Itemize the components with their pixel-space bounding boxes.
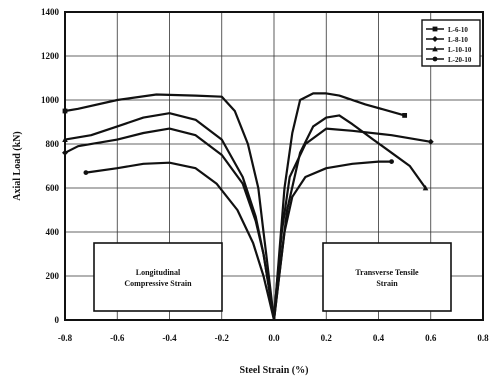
series-point [432, 36, 438, 42]
x-tick-label: 0.6 [425, 333, 437, 343]
series-line-transverse [272, 114, 427, 321]
y-tick-label: 200 [46, 271, 60, 281]
x-tick-label: -0.6 [110, 333, 125, 343]
series-line-longitudinal [64, 112, 276, 321]
series-point [432, 26, 438, 32]
legend-entry: L-20-10 [426, 56, 472, 64]
y-tick-label: 1200 [41, 51, 60, 61]
annotation-frame [322, 242, 452, 312]
annotation-text: Compressive Strain [124, 279, 192, 288]
annotation-frame [93, 242, 223, 312]
y-tick-label: 0 [55, 315, 60, 325]
legend-entry: L-6-10 [426, 26, 468, 34]
x-tick-label: -0.4 [162, 333, 177, 343]
x-tick-label: 0.4 [373, 333, 385, 343]
y-tick-label: 800 [46, 139, 60, 149]
legend: L-6-10 L-8-10 L-10-10 L-20-10 [421, 19, 481, 67]
annotation-text: Longitudinal [136, 268, 181, 277]
y-axis-title: Axial Load (kN) [12, 131, 23, 200]
legend-entry: L-8-10 [426, 36, 468, 44]
y-tick-label: 1400 [41, 7, 60, 17]
series-point [432, 56, 438, 62]
series-l-20-10 [83, 159, 394, 321]
series-lines [62, 92, 434, 321]
series-l-10-10 [62, 112, 429, 321]
x-tick-labels: -0.8 -0.6 -0.4 -0.2 0.0 0.2 0.4 0.6 0.8 [58, 333, 489, 343]
x-axis-title: Steel Strain (%) [240, 365, 309, 376]
series-line-transverse [272, 160, 392, 321]
legend-label: L-10-10 [448, 46, 472, 54]
series-point [427, 138, 434, 145]
y-tick-labels: 0 200 400 600 800 1000 1200 1400 [41, 7, 60, 325]
annotation-text: Strain [376, 279, 398, 288]
x-tick-label: 0.0 [268, 333, 280, 343]
y-tick-label: 400 [46, 227, 60, 237]
series-point [402, 113, 408, 118]
y-tick-label: 1000 [41, 95, 60, 105]
x-tick-label: 0.2 [321, 333, 333, 343]
annotations: Longitudinal Compressive Strain Transverse… [93, 242, 452, 312]
legend-label: L-20-10 [448, 56, 472, 64]
legend-label: L-8-10 [448, 36, 468, 44]
plot-frame [64, 11, 484, 321]
series-point [389, 159, 394, 165]
annotation-box: Longitudinal Compressive Strain [93, 242, 223, 312]
y-tick-label: 600 [46, 183, 60, 193]
x-tick-label: -0.8 [58, 333, 73, 343]
series-line-longitudinal [85, 161, 276, 321]
legend-entry: L-10-10 [426, 46, 472, 54]
annotation-text: Transverse Tensile [355, 268, 419, 277]
series-point [83, 170, 89, 176]
x-tick-label: -0.2 [215, 333, 230, 343]
series-point [432, 46, 438, 52]
x-tick-label: 0.8 [477, 333, 489, 343]
annotation-box: Transverse Tensile Strain [322, 242, 452, 312]
legend-label: L-6-10 [448, 26, 468, 34]
series-line-longitudinal [64, 93, 276, 321]
series-point [422, 185, 429, 191]
